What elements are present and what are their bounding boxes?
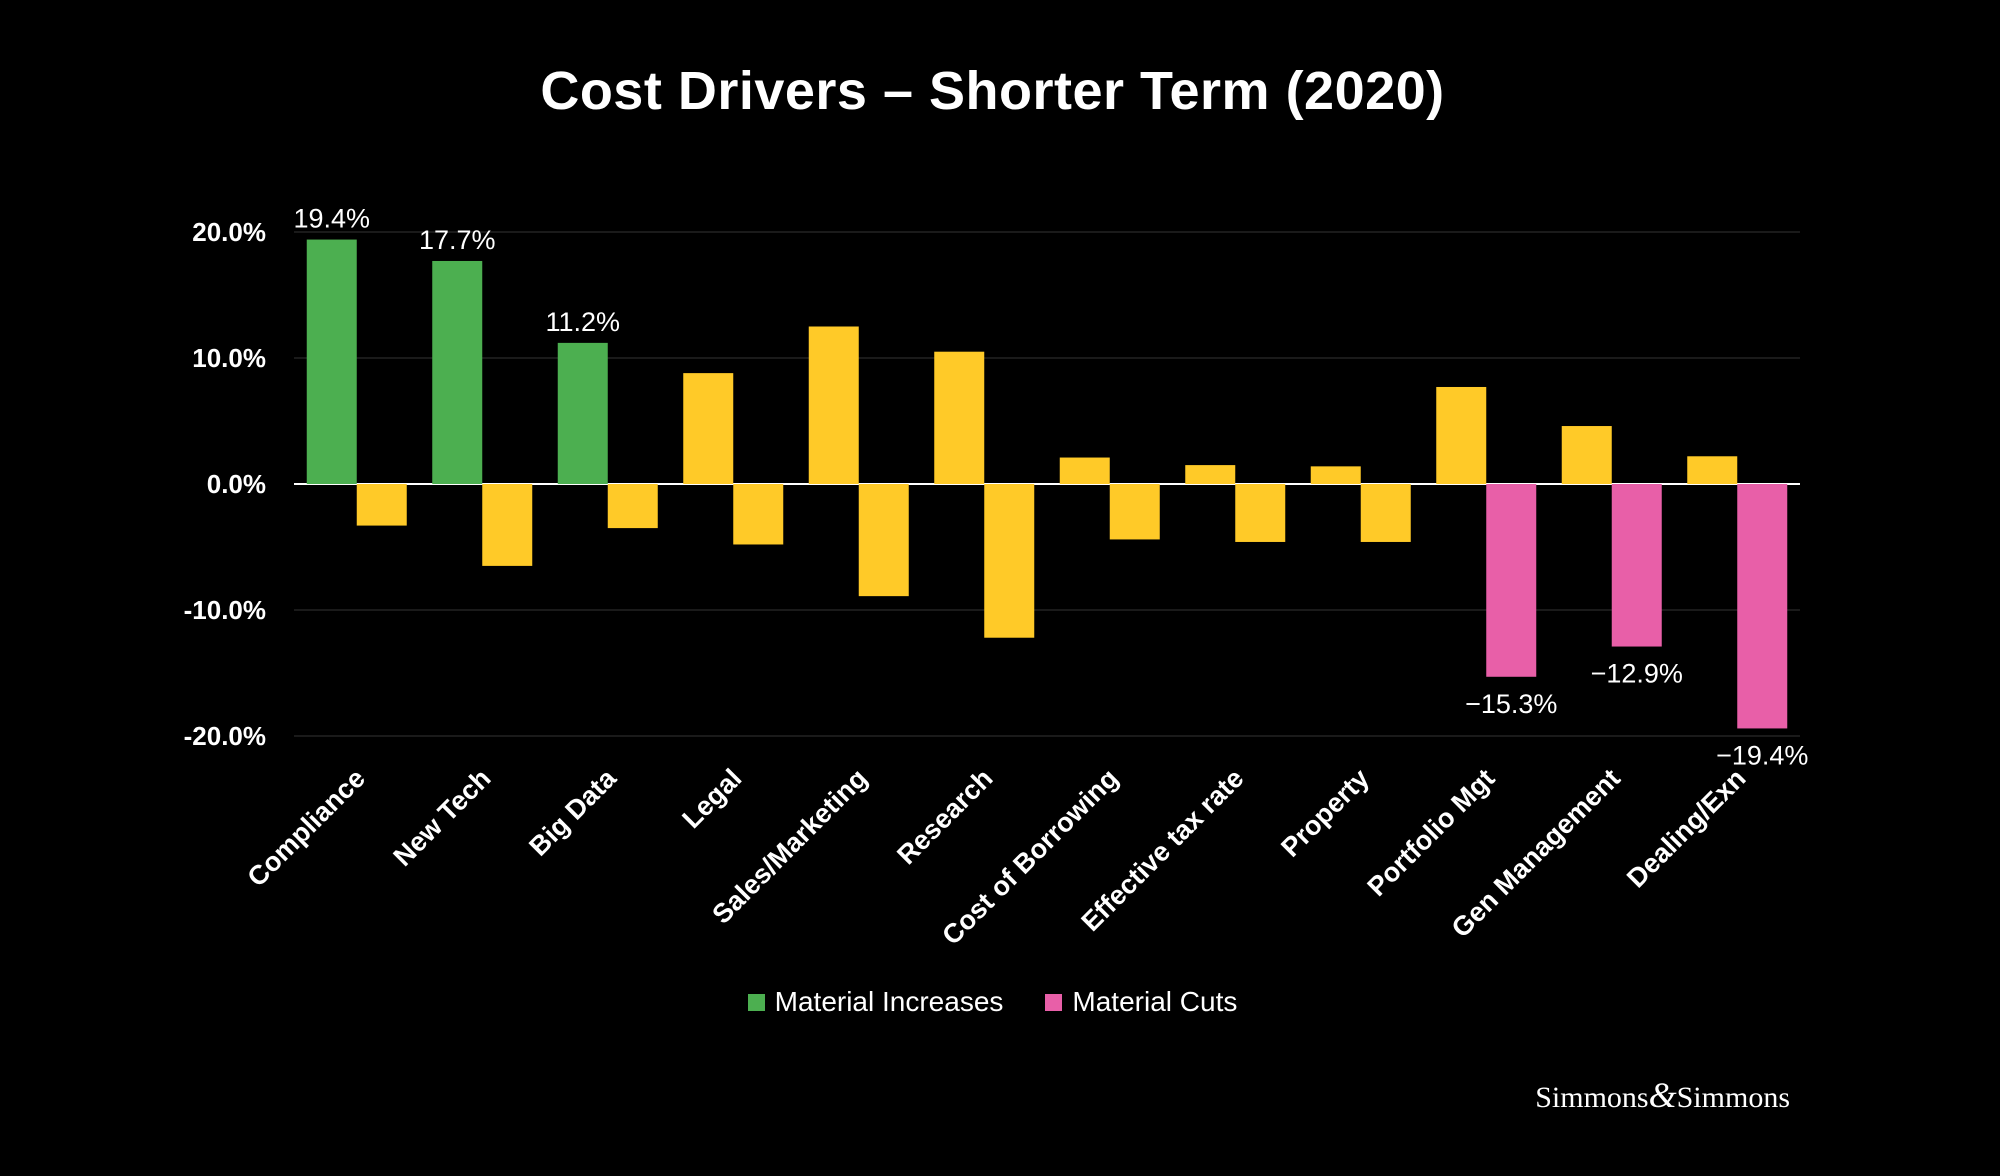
bar	[1687, 456, 1738, 484]
bar	[808, 326, 859, 484]
bar	[984, 484, 1035, 638]
bar	[1185, 465, 1236, 484]
bar	[1436, 386, 1487, 484]
y-tick-label: -10.0%	[184, 595, 266, 625]
bar	[934, 351, 985, 484]
bar	[356, 484, 407, 526]
y-tick-label: 20.0%	[192, 217, 266, 247]
bar	[432, 260, 483, 484]
bar	[482, 484, 533, 566]
legend-label-cuts: Material Cuts	[1072, 986, 1238, 1017]
bar	[557, 342, 608, 484]
bar	[1059, 457, 1110, 484]
bar	[733, 484, 784, 545]
data-label: −19.4%	[1716, 740, 1808, 770]
category-label: Research	[891, 763, 998, 870]
legend-swatch-cuts	[1045, 993, 1063, 1011]
bar	[683, 373, 734, 484]
data-label: 11.2%	[545, 307, 620, 337]
bar	[607, 484, 658, 529]
data-label: 17.7%	[419, 225, 496, 255]
legend-item-cuts: Material Cuts	[1045, 986, 1237, 1018]
bar	[1235, 484, 1286, 542]
legend-swatch-increases	[747, 993, 765, 1011]
chart-legend: Material Increases Material Cuts	[0, 986, 1985, 1018]
legend-item-increases: Material Increases	[747, 986, 1004, 1018]
category-label: Big Data	[523, 762, 622, 861]
brand-left: Simmons	[1535, 1081, 1649, 1114]
bar	[1737, 484, 1788, 729]
bar	[1360, 484, 1411, 542]
chart-title: Cost Drivers – Shorter Term (2020)	[540, 61, 1445, 121]
bar	[1561, 426, 1612, 484]
bar	[1486, 484, 1537, 677]
data-label: −12.9%	[1591, 659, 1683, 689]
category-label: Portfolio Mgt	[1362, 763, 1501, 902]
category-label: New Tech	[388, 763, 497, 872]
category-label: Legal	[676, 763, 747, 834]
brand-logo: Simmons&Simmons	[1535, 1074, 1790, 1116]
bar	[306, 239, 357, 484]
data-label: −15.3%	[1465, 689, 1557, 719]
legend-label-increases: Material Increases	[774, 986, 1004, 1017]
bar	[858, 484, 909, 597]
category-label: Compliance	[242, 763, 371, 892]
category-label: Dealing/Exn	[1621, 763, 1751, 893]
data-label: 19.4%	[293, 204, 370, 234]
bar	[1310, 466, 1361, 484]
y-tick-label: -20.0%	[184, 721, 266, 751]
y-tick-label: 10.0%	[192, 343, 266, 373]
bar	[1611, 484, 1662, 647]
category-label: Property	[1275, 763, 1375, 863]
brand-right: Simmons	[1676, 1081, 1790, 1114]
y-tick-label: 0.0%	[207, 469, 266, 499]
brand-amp: &	[1648, 1075, 1677, 1115]
bar	[1109, 484, 1160, 540]
